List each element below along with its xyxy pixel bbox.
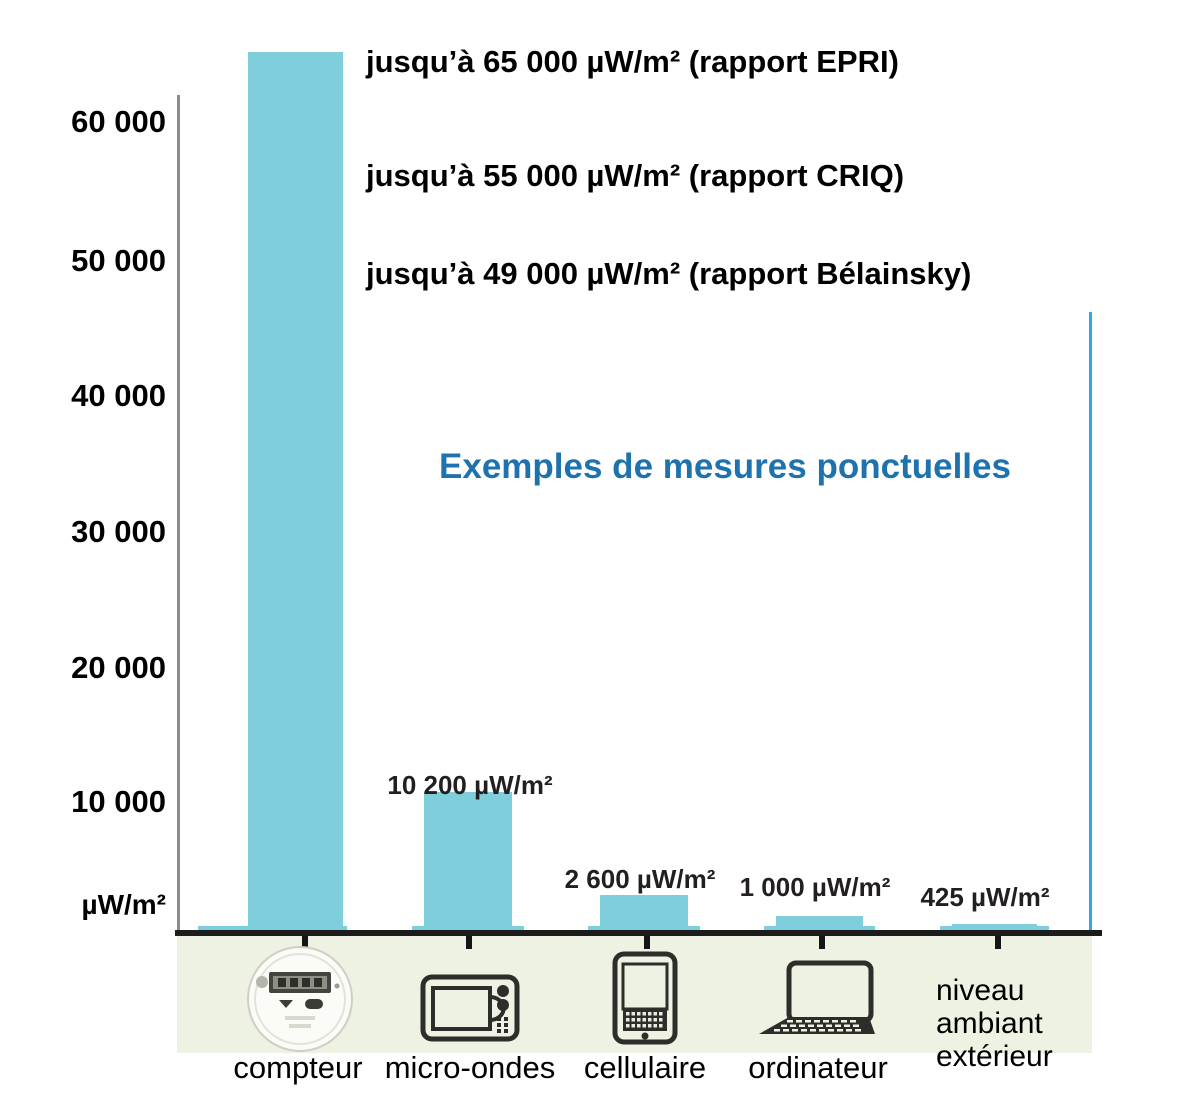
value-label-micro-ondes: 10 200 µW/m² xyxy=(387,770,553,800)
annotation-criq: jusqu’à 55 000 µW/m² (rapport CRIQ) xyxy=(366,158,905,193)
bar-niveau-ambiant xyxy=(940,924,1049,930)
y-tick-label-40000: 40 000 xyxy=(71,378,166,413)
cellphone-icon xyxy=(612,951,678,1045)
bar-compteur xyxy=(198,52,347,930)
microwave-icon xyxy=(420,974,520,1042)
value-label-niveau-ambiant: 425 µW/m² xyxy=(920,882,1050,912)
laptop-icon xyxy=(759,960,875,1034)
category-label-cellulaire: cellulaire xyxy=(583,1050,707,1085)
x-tick-niveau-ambiant xyxy=(995,936,1001,949)
y-axis-unit-label: µW/m² xyxy=(81,889,166,920)
x-tick-compteur xyxy=(302,936,308,949)
y-tick-label-10000: 10 000 xyxy=(71,784,166,819)
value-label-ordinateur: 1 000 µW/m² xyxy=(739,872,891,902)
category-label-ordinateur: ordinateur xyxy=(748,1050,888,1085)
category-label-compteur: compteur xyxy=(233,1050,363,1085)
x-tick-ordinateur xyxy=(819,936,825,949)
chart-title: Exemples de mesures ponctuelles xyxy=(439,447,1011,486)
bar-cellulaire xyxy=(588,895,700,930)
y-tick-label-50000: 50 000 xyxy=(71,243,166,278)
y-axis-line xyxy=(177,95,180,937)
x-axis-line xyxy=(175,930,1102,936)
bar-micro-ondes xyxy=(412,792,524,930)
y-tick-label-60000: 60 000 xyxy=(71,104,166,139)
annotation-belainsky: jusqu’à 49 000 µW/m² (rapport Bélainsky) xyxy=(366,256,972,291)
y-tick-label-20000: 20 000 xyxy=(71,650,166,685)
ambient-level-line xyxy=(1089,312,1092,936)
category-label-micro-ondes: micro-ondes xyxy=(384,1050,556,1085)
value-label-cellulaire: 2 600 µW/m² xyxy=(564,864,716,894)
y-tick-label-30000: 30 000 xyxy=(71,514,166,549)
x-tick-cellulaire xyxy=(644,936,650,949)
annotation-epri: jusqu’à 65 000 µW/m² (rapport EPRI) xyxy=(366,44,899,79)
category-label-niveau-ambiant: niveau ambiant extérieur xyxy=(936,974,1053,1073)
x-tick-micro-ondes xyxy=(466,936,472,949)
bar-ordinateur xyxy=(764,916,875,930)
smart-meter-icon xyxy=(247,946,353,1052)
